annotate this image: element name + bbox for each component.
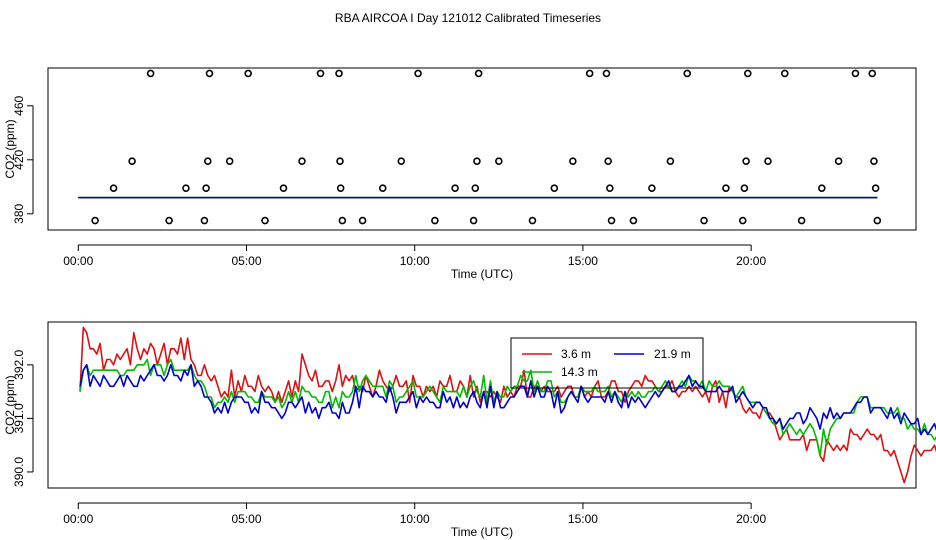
x-tick-label: 15:00 — [568, 512, 598, 526]
x-axis-label: Time (UTC) — [451, 525, 513, 539]
legend-box — [510, 337, 704, 389]
scatter-point — [648, 184, 656, 192]
scatter-point — [316, 69, 325, 78]
x-tick-label: 05:00 — [231, 254, 261, 268]
y-tick-label: 392.0 — [12, 349, 26, 379]
x-tick-label: 20:00 — [736, 512, 766, 526]
y-axis-label: CO2 (ppm) — [3, 375, 17, 434]
plot-frame — [47, 321, 917, 489]
scatter-point — [851, 69, 860, 78]
plot-frame — [47, 67, 917, 231]
scatter-point — [868, 69, 877, 78]
x-tick-label: 10:00 — [400, 512, 430, 526]
x-tick-label: 00:00 — [63, 512, 93, 526]
y-tick-label: 420 — [12, 149, 26, 169]
scatter-point — [279, 184, 288, 192]
y-tick-label: 460 — [12, 95, 26, 115]
scatter-point — [738, 216, 747, 225]
scatter-point — [451, 184, 459, 192]
scatter-point — [742, 157, 750, 165]
legend-label: 14.3 m — [561, 365, 598, 379]
x-tick-label: 20:00 — [736, 254, 766, 268]
scatter-point — [298, 157, 306, 165]
scatter-point — [666, 157, 675, 165]
scatter-point — [182, 184, 190, 192]
scatter-point — [244, 69, 252, 78]
scatter-point — [834, 157, 843, 165]
scatter-point — [338, 216, 347, 225]
x-tick-label: 05:00 — [231, 512, 261, 526]
scatter-point — [202, 184, 210, 192]
scatter-point — [109, 184, 118, 192]
y-axis-label: CO2 (ppm) — [3, 119, 17, 178]
top-panel-scatter: 00:00 05:00 10:00 15:00 20:00 Time (UTC) 380 42… — [3, 67, 917, 281]
scatter-point — [780, 69, 789, 78]
x-tick-label: 10:00 — [400, 254, 430, 268]
scatter-point — [585, 69, 594, 78]
scatter-point — [550, 184, 559, 192]
scatter-point — [358, 216, 367, 225]
scatter-point — [165, 216, 173, 225]
series-line-14-3-m — [79, 358, 936, 457]
scatter-point — [471, 184, 480, 192]
scatter-point — [146, 69, 155, 78]
bottom-panel-lines: 00:00 05:00 10:00 15:00 20:00 Time (UTC) 390.0… — [3, 321, 936, 539]
scatter-point — [606, 184, 614, 192]
scatter-point — [629, 216, 638, 225]
scatter-point — [431, 216, 439, 225]
series-line-3-6-m — [79, 326, 936, 484]
scatter-point — [378, 184, 387, 192]
scatter-point — [700, 216, 708, 225]
scatter-point — [474, 69, 483, 78]
scatter-point — [740, 184, 749, 192]
x-tick-label: 00:00 — [63, 254, 93, 268]
y-tick-label: 390.0 — [12, 457, 26, 487]
scatter-point — [128, 157, 136, 165]
scatter-point — [335, 69, 343, 78]
scatter-point — [204, 157, 212, 165]
scatter-point — [604, 157, 612, 165]
scatter-point — [683, 69, 692, 78]
y-tick-label: 391.0 — [12, 403, 26, 433]
scatter-point — [764, 157, 772, 165]
scatter-point — [871, 184, 880, 192]
scatter-point — [336, 184, 345, 192]
scatter-point — [91, 216, 99, 225]
scatter-point — [528, 216, 537, 225]
scatter-point — [473, 157, 481, 165]
scatter-point — [200, 216, 209, 225]
series-line-21-9-m — [79, 364, 936, 436]
scatter-point — [797, 216, 806, 225]
legend: 3.6 m 21.9 m 14.3 m — [510, 337, 704, 389]
scatter-point — [261, 216, 269, 225]
scatter-point — [722, 184, 730, 192]
legend-label: 21.9 m — [654, 347, 691, 361]
scatter-point — [870, 157, 878, 165]
scatter-point — [602, 69, 611, 78]
scatter-point — [225, 157, 234, 165]
scatter-point — [873, 216, 882, 225]
scatter-point — [205, 69, 214, 78]
chart-title: RBA AIRCOA I Day 121012 Calibrated Times… — [335, 11, 601, 25]
scatter-point — [397, 157, 406, 165]
scatter-point — [469, 216, 478, 225]
scatter-point — [495, 157, 503, 165]
y-tick-label: 380 — [12, 203, 26, 223]
legend-label: 3.6 m — [561, 347, 591, 361]
scatter-point — [743, 69, 752, 78]
scatter-point — [817, 184, 826, 192]
scatter-point — [607, 216, 616, 225]
x-axis-label: Time (UTC) — [451, 267, 513, 281]
x-tick-label: 15:00 — [568, 254, 598, 268]
scatter-point — [414, 69, 422, 78]
scatter-point — [569, 157, 577, 165]
scatter-point — [336, 157, 344, 165]
